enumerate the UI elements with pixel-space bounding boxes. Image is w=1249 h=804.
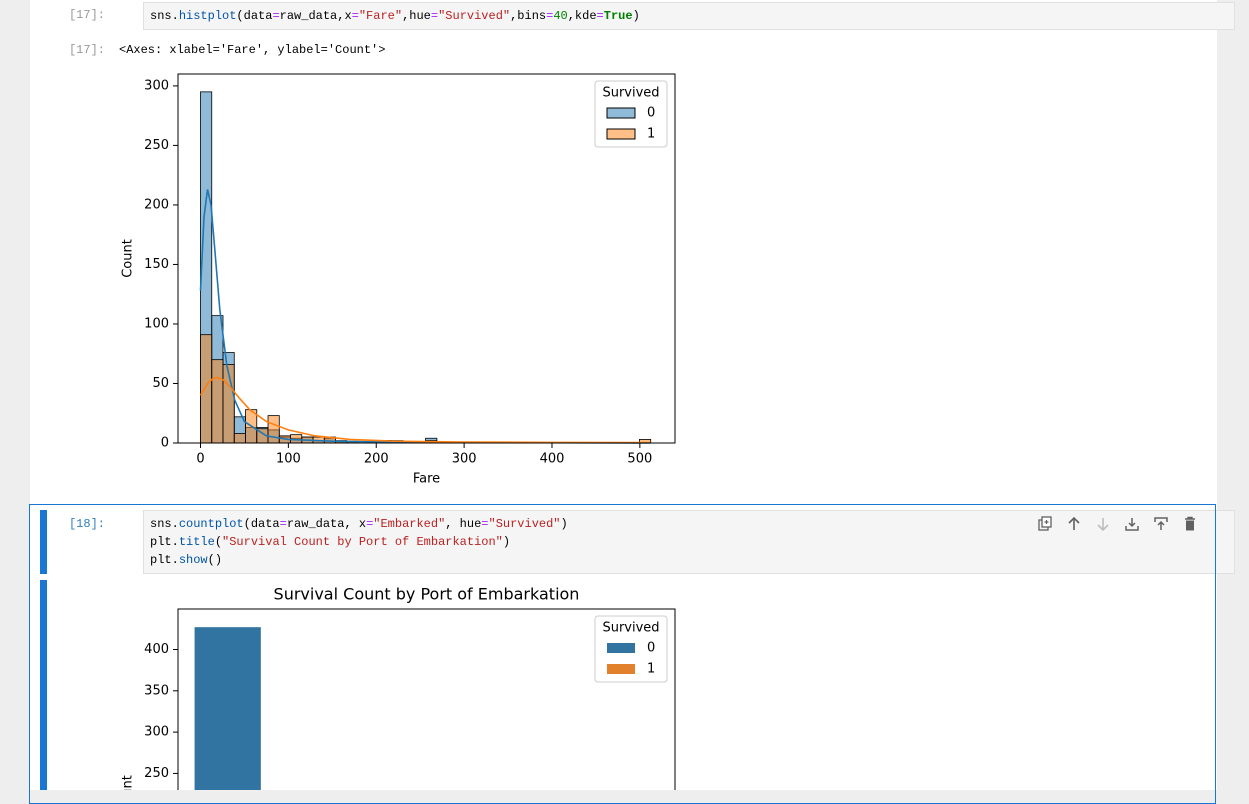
legend-label: 0 — [647, 641, 655, 656]
move-up-button[interactable] — [1066, 516, 1082, 532]
legend-swatch — [606, 128, 636, 140]
histogram-bar — [267, 415, 280, 444]
y-tick-label: 200 — [144, 197, 169, 212]
collapser[interactable] — [40, 580, 47, 790]
y-tick-label: 400 — [144, 642, 169, 657]
histogram-bar — [200, 334, 213, 444]
code-cell[interactable]: sns.histplot(data=raw_data,x="Fare",hue=… — [143, 2, 1235, 30]
x-tick-label: 500 — [627, 452, 652, 467]
x-axis-label: Fare — [413, 472, 440, 487]
insert-below-button[interactable] — [1153, 516, 1169, 532]
move-down-button[interactable] — [1095, 516, 1111, 532]
code-line: plt.show() — [150, 553, 223, 567]
axes-frame — [177, 73, 676, 444]
legend-swatch — [606, 107, 636, 119]
y-axis-label: Count — [121, 239, 136, 278]
x-tick-label: 200 — [364, 452, 389, 467]
y-tick-label: 300 — [144, 78, 169, 93]
y-tick-label: 250 — [144, 766, 169, 781]
output-text: <Axes: xlabel='Fare', ylabel='Count'> — [119, 43, 386, 57]
legend-swatch — [607, 664, 635, 674]
code-line: sns.countplot(data=raw_data, x="Embarked… — [150, 517, 568, 531]
kde-line — [199, 189, 651, 444]
duplicate-button[interactable] — [1037, 516, 1053, 532]
legend-title: Survived — [602, 86, 659, 101]
delete-button[interactable] — [1182, 516, 1198, 532]
collapser[interactable] — [40, 510, 47, 574]
output-prompt: [17]: — [68, 43, 105, 57]
x-tick-label: 300 — [452, 452, 477, 467]
y-axis-label: Count — [121, 775, 136, 790]
y-tick-label: 50 — [152, 376, 169, 391]
histogram-bar — [211, 359, 224, 444]
y-tick-label: 0 — [161, 436, 169, 451]
kde-line — [199, 376, 651, 444]
y-tick-label: 250 — [144, 138, 169, 153]
input-prompt: [17]: — [68, 8, 105, 22]
legend-label: 1 — [647, 127, 655, 142]
y-tick-label: 150 — [144, 257, 169, 272]
input-prompt: [18]: — [68, 517, 105, 531]
x-tick-label: 400 — [540, 452, 565, 467]
x-tick-label: 0 — [196, 452, 204, 467]
insert-above-button[interactable] — [1124, 516, 1140, 532]
y-tick-label: 350 — [144, 683, 169, 698]
x-tick-label: 100 — [276, 452, 301, 467]
histogram-bar — [233, 433, 246, 444]
code-cell[interactable]: sns.countplot(data=raw_data, x="Embarked… — [143, 510, 1235, 574]
axes-frame — [177, 608, 676, 790]
y-tick-label: 100 — [144, 316, 169, 331]
legend-label: 1 — [647, 662, 655, 677]
code-line: plt.title("Survival Count by Port of Emb… — [150, 535, 511, 549]
bar — [194, 627, 261, 790]
code-line: sns.histplot(data=raw_data,x="Fare",hue=… — [150, 9, 640, 23]
chart-title: Survival Count by Port of Embarkation — [274, 585, 580, 604]
y-tick-label: 300 — [144, 725, 169, 740]
legend-title: Survived — [602, 621, 659, 636]
legend-swatch — [607, 643, 635, 653]
legend-label: 0 — [647, 106, 655, 121]
